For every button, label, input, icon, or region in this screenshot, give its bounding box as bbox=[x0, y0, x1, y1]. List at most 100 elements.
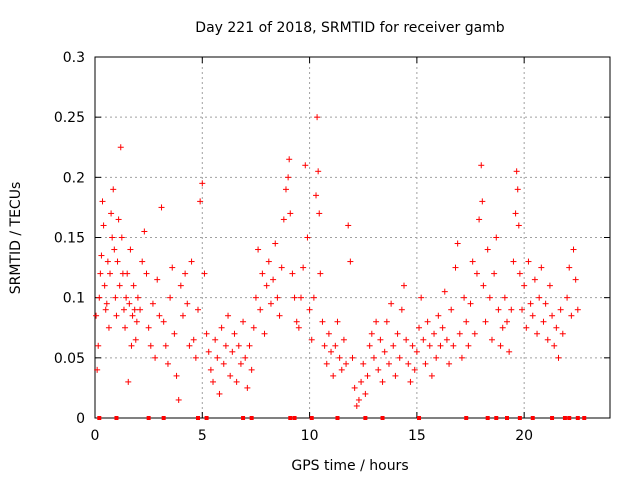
data-point bbox=[491, 270, 498, 277]
data-point bbox=[396, 354, 403, 361]
data-point bbox=[486, 294, 493, 301]
data-point bbox=[126, 300, 133, 307]
data-point bbox=[512, 210, 519, 217]
data-point bbox=[353, 402, 360, 409]
data-point bbox=[103, 300, 110, 307]
data-point bbox=[133, 318, 140, 325]
data-point bbox=[167, 294, 174, 301]
zero-marker bbox=[464, 416, 469, 420]
data-point bbox=[169, 264, 176, 271]
zero-marker bbox=[97, 416, 102, 420]
data-point bbox=[315, 168, 322, 175]
data-point bbox=[413, 348, 420, 355]
data-point bbox=[379, 378, 386, 385]
data-point bbox=[574, 306, 581, 313]
zero-marker bbox=[292, 416, 297, 420]
data-point bbox=[497, 342, 504, 349]
data-point bbox=[409, 342, 416, 349]
x-tick-label: 5 bbox=[198, 428, 207, 444]
y-tick-label: 0.05 bbox=[54, 351, 85, 367]
data-point bbox=[139, 258, 146, 265]
data-point bbox=[370, 354, 377, 361]
data-point bbox=[328, 348, 335, 355]
data-point bbox=[210, 378, 217, 385]
data-point bbox=[407, 378, 414, 385]
data-point bbox=[122, 324, 129, 331]
y-tick-label: 0.2 bbox=[63, 170, 85, 186]
data-point bbox=[216, 390, 223, 397]
data-point bbox=[225, 312, 232, 319]
data-point bbox=[366, 342, 373, 349]
data-point bbox=[544, 336, 551, 343]
data-point bbox=[195, 306, 201, 313]
data-point bbox=[99, 198, 106, 205]
data-point bbox=[190, 336, 197, 343]
data-point bbox=[117, 144, 124, 151]
chart-title: Day 221 of 2018, SRMTID for receiver gam… bbox=[195, 20, 505, 36]
zero-marker bbox=[335, 416, 340, 420]
data-point bbox=[149, 300, 156, 307]
data-point bbox=[355, 396, 362, 403]
data-point bbox=[124, 270, 131, 277]
data-point bbox=[112, 294, 119, 301]
data-point bbox=[242, 354, 249, 361]
data-point bbox=[314, 114, 321, 121]
data-point bbox=[437, 342, 444, 349]
data-point bbox=[300, 264, 307, 271]
data-point bbox=[145, 324, 152, 331]
data-point bbox=[411, 366, 418, 373]
data-point bbox=[220, 360, 227, 367]
data-point bbox=[317, 270, 324, 277]
data-point bbox=[291, 294, 298, 301]
data-point bbox=[362, 390, 369, 397]
data-point bbox=[501, 294, 508, 301]
data-point bbox=[259, 270, 266, 277]
data-point bbox=[441, 288, 448, 295]
data-point bbox=[244, 384, 251, 391]
data-point bbox=[549, 312, 556, 319]
zero-marker bbox=[517, 416, 522, 420]
data-point bbox=[368, 330, 375, 337]
data-point bbox=[192, 354, 199, 361]
data-point bbox=[375, 366, 382, 373]
axis-ticks bbox=[94, 56, 610, 419]
zero-marker bbox=[146, 416, 151, 420]
data-point bbox=[392, 372, 399, 379]
data-point bbox=[510, 258, 517, 265]
data-point bbox=[240, 318, 247, 325]
data-point bbox=[360, 360, 367, 367]
data-point bbox=[235, 342, 242, 349]
data-point bbox=[175, 396, 182, 403]
data-point bbox=[287, 210, 294, 217]
data-point bbox=[443, 336, 450, 343]
data-point bbox=[280, 216, 287, 223]
data-point bbox=[102, 306, 109, 313]
data-point bbox=[559, 330, 566, 337]
data-point bbox=[141, 228, 148, 235]
zero-marker bbox=[241, 416, 246, 420]
zero-marker bbox=[494, 416, 499, 420]
data-point bbox=[519, 306, 526, 313]
data-point bbox=[278, 264, 285, 271]
data-point bbox=[162, 342, 169, 349]
data-point bbox=[96, 294, 103, 301]
data-point bbox=[132, 336, 139, 343]
data-point bbox=[246, 342, 253, 349]
data-point bbox=[426, 342, 433, 349]
zero-marker bbox=[505, 416, 509, 420]
data-point bbox=[394, 330, 401, 337]
data-point bbox=[446, 360, 453, 367]
data-point bbox=[514, 186, 521, 193]
data-point bbox=[529, 312, 536, 319]
data-point bbox=[525, 258, 532, 265]
data-point bbox=[358, 378, 365, 385]
data-point bbox=[338, 366, 345, 373]
data-point bbox=[274, 294, 281, 301]
data-point bbox=[461, 294, 468, 301]
data-point bbox=[182, 270, 189, 277]
data-point bbox=[98, 252, 105, 259]
data-point bbox=[186, 342, 193, 349]
data-point bbox=[325, 330, 332, 337]
data-point bbox=[248, 366, 255, 373]
